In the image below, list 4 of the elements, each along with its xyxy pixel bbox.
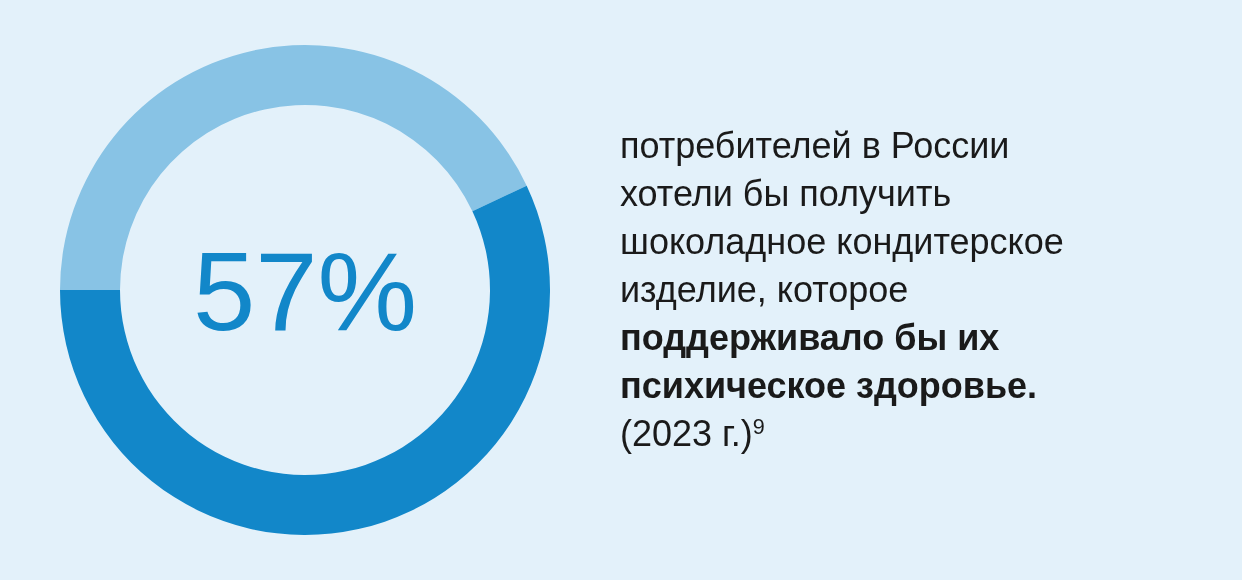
text: (2023 г.)$^{9}$ <box>620 413 765 454</box>
text: поддерживало бы их психическое здоровье. <box>620 317 1038 406</box>
data-label: 57% <box>192 229 418 354</box>
donut-slice <box>60 185 550 535</box>
